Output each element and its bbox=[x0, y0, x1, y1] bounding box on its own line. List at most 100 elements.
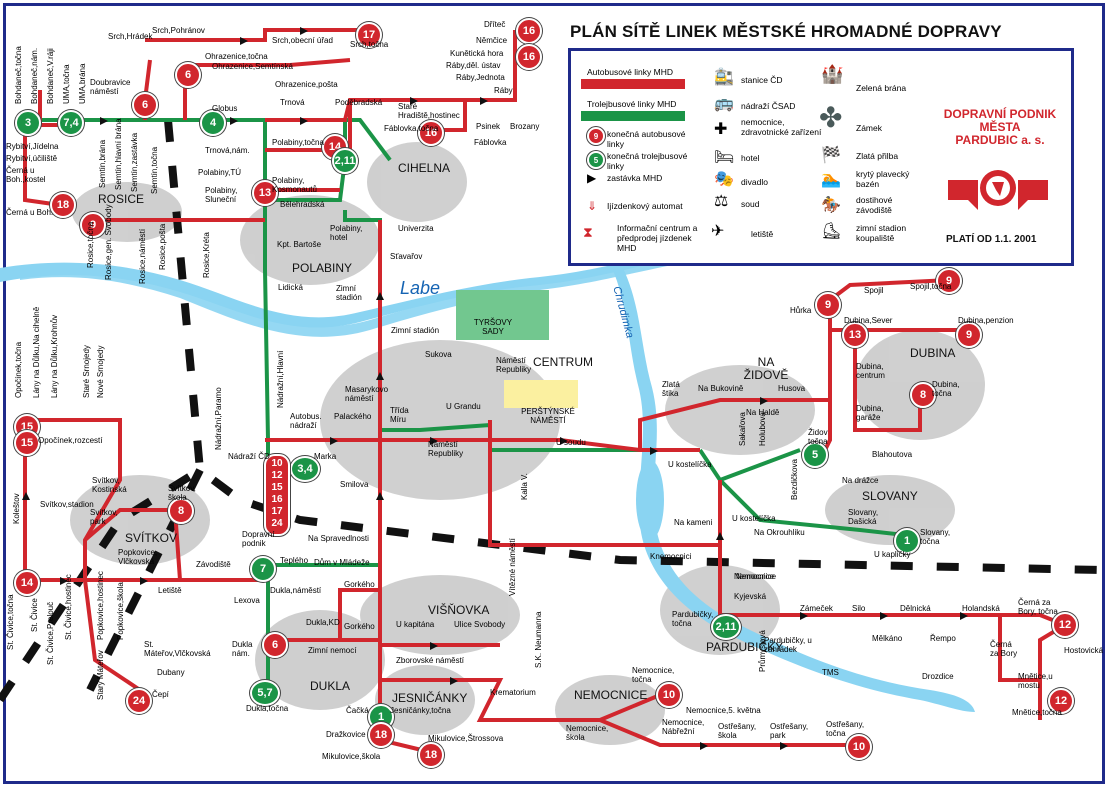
stop-label: Bohdaneč,točna bbox=[14, 46, 23, 104]
stop-label: Holubova bbox=[758, 412, 767, 446]
stop-label: St. Máteřov,Vlčkovská bbox=[144, 640, 211, 658]
stop-label: Židov točna bbox=[808, 428, 828, 446]
district-na-zidove: NA ŽIDOVĚ bbox=[743, 355, 789, 382]
terminal-badge: 3,4 bbox=[290, 456, 320, 482]
stop-label: Mikulovice,škola bbox=[322, 752, 381, 761]
stop-label: Nemocnice bbox=[736, 572, 777, 581]
stop-label: Sakařova bbox=[738, 412, 747, 446]
stop-label: Fáblovka bbox=[474, 138, 507, 147]
stop-label: Mnětice,točna bbox=[1012, 708, 1062, 717]
river-labe-label: Labe bbox=[400, 278, 441, 298]
legend-racecourse: dostihové závodiště bbox=[856, 195, 893, 215]
stop-label: U kapitána bbox=[396, 620, 435, 629]
stop-label: Černá u Boh.,kostel bbox=[6, 166, 46, 184]
stop-label: Starý Máteřov bbox=[96, 650, 105, 700]
stop-label: Nové Srnojedy bbox=[96, 345, 105, 398]
stop-label: Masarykovo náměstí bbox=[345, 385, 389, 403]
stop-label: TMS bbox=[822, 668, 839, 677]
stop-label: Na Okrouhliku bbox=[754, 528, 805, 537]
district-slovany: SLOVANY bbox=[862, 489, 918, 503]
stop-label: Semtín,brána bbox=[98, 139, 107, 188]
stop-label: Mělkáno bbox=[872, 634, 903, 643]
stop-label: Lexova bbox=[234, 596, 260, 605]
pond bbox=[636, 460, 664, 540]
stop-label: Rosice,pošta bbox=[158, 223, 167, 270]
stop-label: Zimní nemocí bbox=[308, 646, 357, 655]
stop-label: Slovany, točna bbox=[920, 528, 951, 546]
stop-label: Hůrka bbox=[790, 306, 812, 315]
stop-label: Třída Míru bbox=[390, 406, 409, 424]
terminal-badge: 5,7 bbox=[250, 680, 280, 706]
stack-line: 15 bbox=[271, 482, 283, 493]
stop-label: Popkovice,škola bbox=[116, 582, 125, 640]
stop-label: Ohrazenice,točna bbox=[205, 52, 268, 61]
legend-theatre: divadlo bbox=[741, 177, 768, 187]
stop-label: Dubina, centrum bbox=[856, 362, 885, 380]
legend-box: Autobusové linky MHD Trolejbusové linky … bbox=[568, 48, 1074, 266]
stop-label: Na Bukovině bbox=[698, 384, 744, 393]
stop-label: Blahoutova bbox=[872, 450, 913, 459]
stop-label: UMA,brána bbox=[78, 63, 87, 104]
stop-label: Na Spravedlnosti bbox=[308, 534, 369, 543]
golden-helmet-icon: 🏁 bbox=[821, 147, 841, 164]
stop-label: U kapličky bbox=[874, 550, 911, 559]
stop-label: Na Haldě bbox=[746, 408, 780, 417]
stop-label: Dražkovice bbox=[326, 730, 366, 739]
stack-line: 10 bbox=[271, 458, 283, 469]
district-nemocnice: NEMOCNICE bbox=[574, 688, 648, 702]
legend-ticket-machine: Ijízdenkový automat bbox=[607, 201, 683, 211]
district-svitkov: SVÍTKOV bbox=[125, 531, 178, 545]
legend-castle: Zámek bbox=[856, 123, 882, 133]
district-polabiny: POLABINY bbox=[292, 261, 353, 275]
stop-label: Univerzita bbox=[398, 224, 434, 233]
legend-pool: krytý plavecký bazén bbox=[856, 169, 910, 189]
castle-icon: ✤ bbox=[819, 102, 843, 133]
terminal-badge: 16 bbox=[516, 44, 542, 70]
legend-bus-station: nádraží ČSAD bbox=[741, 101, 796, 111]
terminal-badge: 14 bbox=[14, 570, 40, 596]
stop-label: Dukla,točna bbox=[246, 704, 289, 713]
stop-label: Drozdice bbox=[922, 672, 954, 681]
stop-label: Knemocnici bbox=[650, 552, 692, 561]
legend-court: soud bbox=[741, 199, 760, 209]
terminal-badge: 4 bbox=[200, 110, 226, 136]
hotel-icon: 🛏 bbox=[714, 149, 735, 166]
stop-label: Opočínek,rozcestí bbox=[38, 436, 103, 445]
legend-info-center: Informační centrum a předprodej jízdenek… bbox=[617, 223, 698, 253]
legend-stop: zastávka MHD bbox=[607, 173, 663, 183]
stop-label: Krematorium bbox=[490, 688, 536, 697]
district-slovany-area bbox=[825, 475, 955, 545]
stop-label: Zámeček bbox=[800, 604, 833, 613]
stadium-icon: ⛸ bbox=[821, 223, 842, 240]
terminal-badge: 3 bbox=[15, 110, 41, 136]
stop-label: Bělehradská bbox=[280, 200, 325, 209]
stop-label: Bohdaneč,nám. bbox=[30, 47, 39, 104]
stop-label: Globus bbox=[212, 104, 238, 113]
stop-label: Dubina, garáže bbox=[856, 404, 884, 422]
stop-label: Popkovice, Vlčkovská bbox=[118, 548, 158, 566]
stop-label: Rosice,náměstí bbox=[138, 228, 147, 284]
stop-label: Polabiny,točna bbox=[272, 138, 324, 147]
stop-label: Husova bbox=[778, 384, 806, 393]
stop-label: Doubravice náměstí bbox=[90, 78, 131, 96]
terminal-badge: 18 bbox=[368, 722, 394, 748]
stop-label: Průmyslová bbox=[758, 630, 767, 672]
stop-label: Ráby,děl. ústav bbox=[446, 61, 501, 70]
stop-label: Bohdaneč,V.ráji bbox=[46, 48, 55, 104]
stop-label: Vítězné náměstí bbox=[508, 538, 517, 596]
stop-label: Ohrazenice,Semtínská bbox=[212, 62, 293, 71]
legend-golden-helmet: Zlatá přilba bbox=[856, 151, 899, 161]
info-center-icon: ⧗ bbox=[583, 224, 593, 240]
stop-label: Holandská bbox=[962, 604, 1000, 613]
stop-label: Zborovské náměstí bbox=[396, 656, 465, 665]
stop-label: Srch,točna bbox=[350, 40, 389, 49]
pool-icon: 🏊 bbox=[821, 171, 841, 188]
district-jesnicanky: JESNIČÁNKY bbox=[392, 691, 468, 705]
company-name: DOPRAVNÍ PODNIK MĚSTA PARDUBIC a. s. bbox=[930, 108, 1070, 147]
stop-label: Němčice bbox=[476, 36, 508, 45]
valid-from: PLATÍ OD 1.1. 2001 bbox=[946, 234, 1037, 245]
stop-label: Srch,Pohránov bbox=[152, 26, 205, 35]
stop-label: Řempo bbox=[930, 634, 956, 643]
terminal-badge: 10 bbox=[846, 734, 872, 760]
